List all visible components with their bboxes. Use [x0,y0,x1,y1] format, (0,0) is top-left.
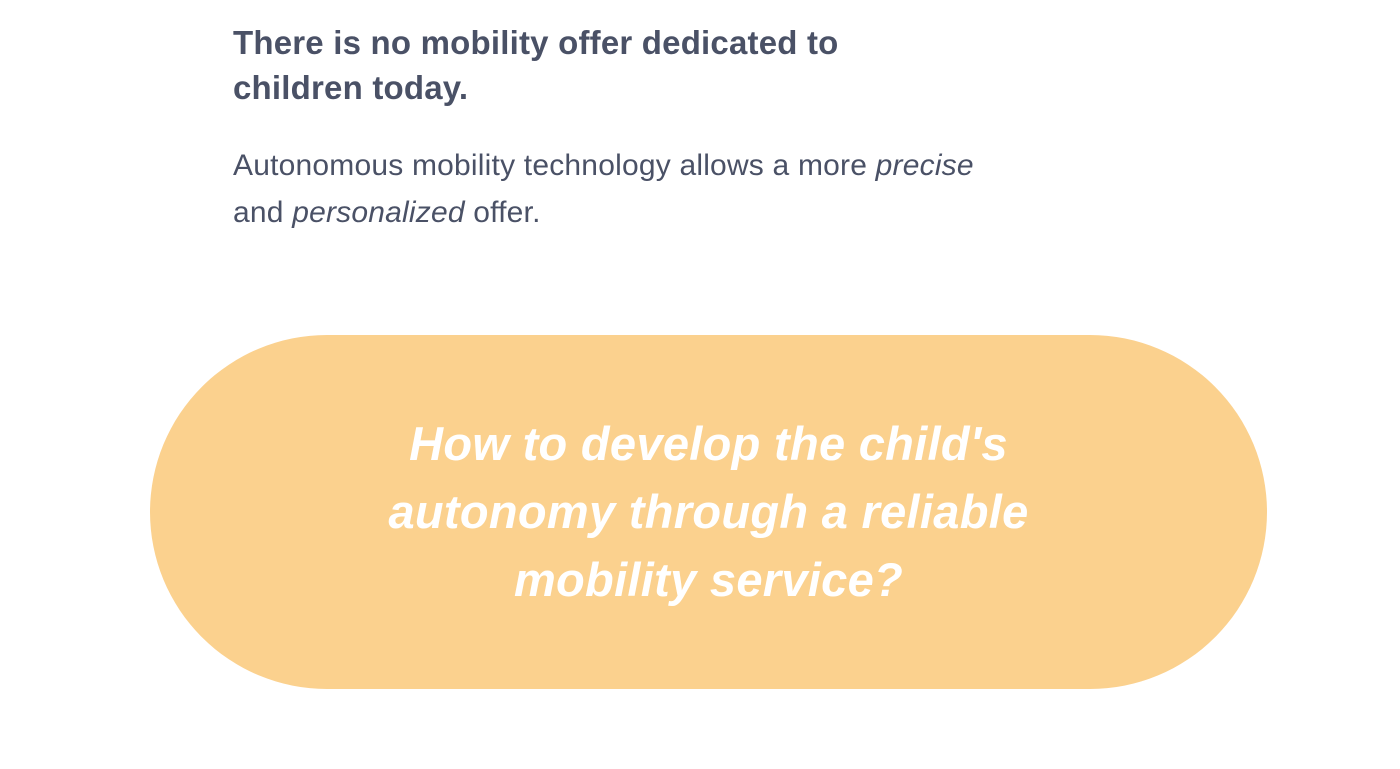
intro-paragraph: Autonomous mobility technology allows a … [233,149,974,229]
heading: There is no mobility offer dedicated to c… [233,24,839,106]
question-pill: How to develop the child's autonomy throu… [150,335,1267,689]
question-text: How to develop the child's autonomy throu… [388,417,1029,606]
